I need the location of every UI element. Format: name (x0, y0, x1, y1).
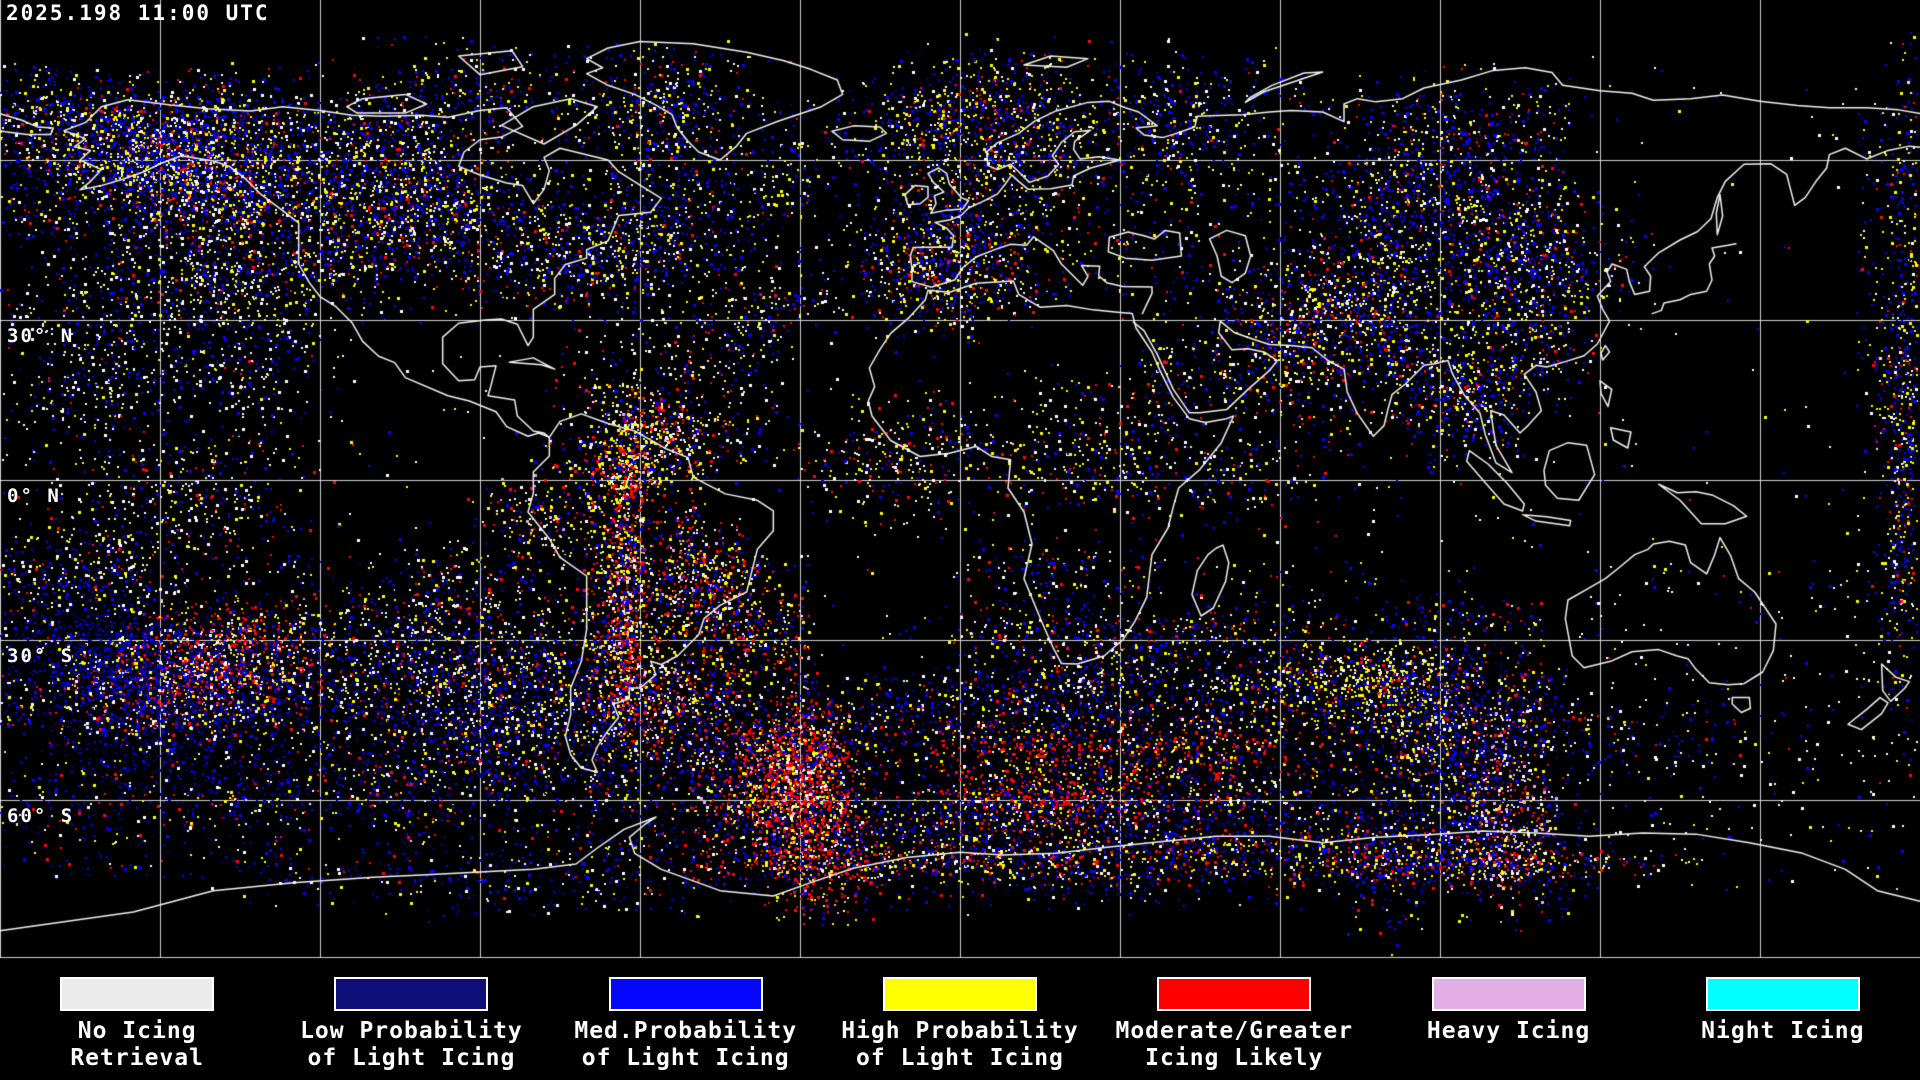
legend-label: High Probability of Light Icing (841, 1018, 1079, 1071)
latitude-label: 60° S (7, 805, 75, 827)
legend-item: High Probability of Light Icing (823, 966, 1097, 1072)
legend-label: No Icing Retrieval (70, 1018, 204, 1071)
legend-label: Low Probability of Light Icing (300, 1018, 523, 1071)
legend-label: Med.Probability of Light Icing (574, 1018, 798, 1071)
legend-item: Night Icing (1646, 966, 1920, 1045)
world-map-canvas (0, 0, 1920, 966)
legend-swatch (608, 977, 763, 1011)
legend-swatch (1431, 977, 1586, 1011)
legend-swatch (882, 977, 1037, 1011)
legend-item: Low Probability of Light Icing (274, 966, 548, 1072)
legend-label: Moderate/Greater Icing Likely (1115, 1018, 1354, 1071)
world-map: 2025.198 11:00 UTC 30° N 0° N 30° S 60° S (0, 0, 1920, 966)
legend-item: Heavy Icing (1371, 966, 1645, 1045)
legend-swatch (1157, 977, 1312, 1011)
timestamp-label: 2025.198 11:00 UTC (6, 1, 270, 25)
legend-item: Moderate/Greater Icing Likely (1097, 966, 1371, 1072)
latitude-label: 30° S (7, 645, 75, 667)
legend-swatch (334, 977, 489, 1011)
legend-label: Night Icing (1701, 1018, 1865, 1044)
legend-bar: No Icing Retrieval Low Probability of Lig… (0, 966, 1920, 1080)
legend-label: Heavy Icing (1426, 1018, 1591, 1044)
latitude-label: 30° N (7, 325, 75, 347)
legend-item: No Icing Retrieval (0, 966, 274, 1072)
legend-swatch (60, 977, 215, 1011)
latitude-label: 0° N (7, 485, 61, 507)
legend-item: Med.Probability of Light Icing (549, 966, 823, 1072)
legend-swatch (1705, 977, 1860, 1011)
